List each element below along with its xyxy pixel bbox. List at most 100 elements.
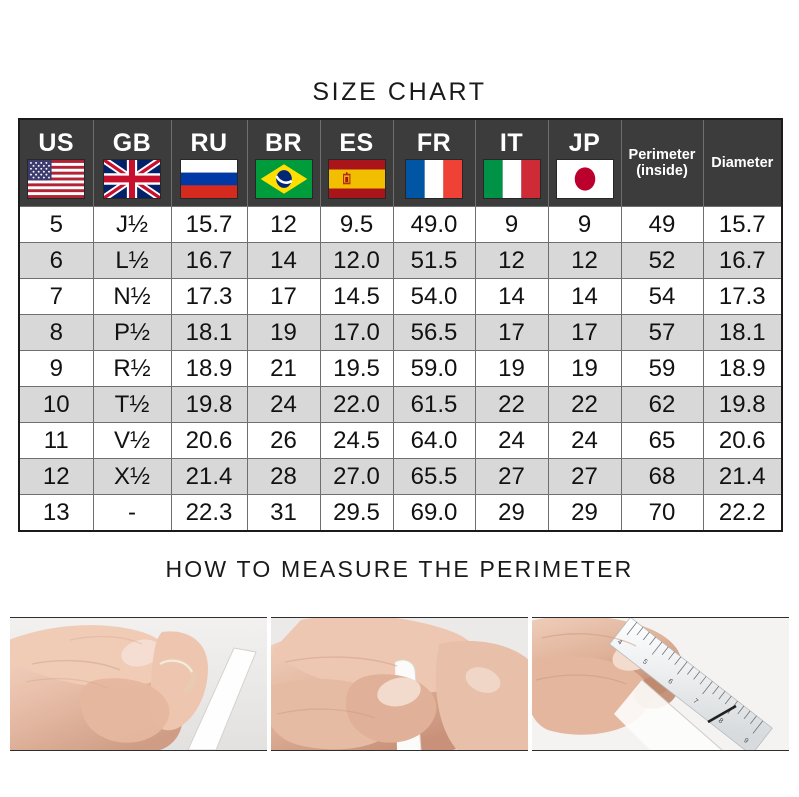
cell-br: 14: [246, 242, 321, 279]
cell-es: 27.0: [319, 458, 394, 495]
table-row: 5 J½ 15.7 12 9.5 49.0 9 9 49 15.7: [18, 206, 783, 243]
cell-fr: 54.0: [392, 278, 476, 315]
svg-text:5: 5: [641, 658, 648, 666]
column-code-ru: RU: [190, 129, 228, 157]
flag-es-icon: [327, 159, 386, 199]
cell-br: 21: [246, 350, 321, 387]
cell-it: 9: [474, 206, 549, 243]
table-header: US: [18, 118, 783, 207]
cell-diameter: 20.6: [702, 422, 783, 459]
column-code-it: IT: [499, 129, 524, 157]
howto-section-title: HOW TO MEASURE THE PERIMETER: [165, 556, 634, 582]
cell-es: 17.0: [319, 314, 394, 351]
cell-us: 11: [18, 422, 94, 459]
svg-text:6: 6: [666, 678, 673, 686]
cell-us: 7: [18, 278, 94, 315]
column-header-es: ES: [319, 118, 394, 207]
cell-it: 29: [474, 494, 549, 532]
photo-mark-overlap-point-on-strip: [271, 617, 528, 751]
svg-text:4: 4: [616, 639, 623, 647]
cell-it: 17: [474, 314, 549, 351]
cell-it: 24: [474, 422, 549, 459]
cell-ru: 20.6: [170, 422, 248, 459]
cell-diameter: 21.4: [702, 458, 783, 495]
column-label-diameter: Diameter: [711, 154, 774, 171]
cell-it: 27: [474, 458, 549, 495]
flag-us-icon: [27, 159, 86, 199]
cell-us: 12: [18, 458, 94, 495]
cell-diameter: 18.9: [702, 350, 783, 387]
cell-us: 9: [18, 350, 94, 387]
cell-fr: 49.0: [392, 206, 476, 243]
cell-gb: N½: [92, 278, 172, 315]
cell-it: 14: [474, 278, 549, 315]
cell-perimeter: 49: [620, 206, 704, 243]
cell-es: 12.0: [319, 242, 394, 279]
cell-es: 29.5: [319, 494, 394, 532]
cell-perimeter: 70: [620, 494, 704, 532]
cell-gb: -: [92, 494, 172, 532]
column-code-jp: JP: [568, 129, 601, 157]
cell-gb: P½: [92, 314, 172, 351]
cell-fr: 64.0: [392, 422, 476, 459]
cell-ru: 17.3: [170, 278, 248, 315]
table-row: 7 N½ 17.3 17 14.5 54.0 14 14 54 17.3: [18, 278, 783, 315]
cell-gb: V½: [92, 422, 172, 459]
cell-jp: 24: [547, 422, 622, 459]
cell-diameter: 18.1: [702, 314, 783, 351]
cell-jp: 9: [547, 206, 622, 243]
cell-es: 9.5: [319, 206, 394, 243]
cell-us: 10: [18, 386, 94, 423]
cell-br: 17: [246, 278, 321, 315]
table-header-row: US: [18, 118, 783, 207]
column-header-perimeter: Perimeter (inside): [620, 118, 704, 207]
photo-wrap-paper-strip-around-finger: [10, 617, 267, 751]
cell-br: 31: [246, 494, 321, 532]
flag-jp-icon: [555, 159, 614, 199]
cell-diameter: 16.7: [702, 242, 783, 279]
cell-gb: L½: [92, 242, 172, 279]
column-header-jp: JP: [547, 118, 622, 207]
cell-perimeter: 59: [620, 350, 704, 387]
photo-measure-strip-with-ruler: 4 5 6 7 8 9: [532, 617, 789, 751]
cell-jp: 14: [547, 278, 622, 315]
size-chart-table-wrapper: US: [18, 118, 783, 532]
cell-fr: 65.5: [392, 458, 476, 495]
table-row: 8 P½ 18.1 19 17.0 56.5 17 17 57 18.1: [18, 314, 783, 351]
column-header-fr: FR: [392, 118, 476, 207]
cell-ru: 15.7: [170, 206, 248, 243]
cell-perimeter: 62: [620, 386, 704, 423]
flag-ru-icon: [180, 159, 238, 199]
cell-jp: 17: [547, 314, 622, 351]
column-sublabel-perimeter-inside: (inside): [636, 163, 688, 179]
table-row: 12 X½ 21.4 28 27.0 65.5 27 27 68 21.4: [18, 458, 783, 495]
cell-diameter: 17.3: [702, 278, 783, 315]
cell-gb: X½: [92, 458, 172, 495]
cell-br: 19: [246, 314, 321, 351]
cell-ru: 21.4: [170, 458, 248, 495]
table-row: 11 V½ 20.6 26 24.5 64.0 24 24 65 20.6: [18, 422, 783, 459]
svg-text:7: 7: [692, 698, 699, 706]
cell-ru: 16.7: [170, 242, 248, 279]
column-header-diameter: Diameter: [702, 118, 783, 207]
table-row: 9 R½ 18.9 21 19.5 59.0 19 19 59 18.9: [18, 350, 783, 387]
cell-perimeter: 54: [620, 278, 704, 315]
cell-perimeter: 52: [620, 242, 704, 279]
cell-jp: 19: [547, 350, 622, 387]
column-header-gb: GB: [92, 118, 172, 207]
cell-us: 6: [18, 242, 94, 279]
cell-gb: J½: [92, 206, 172, 243]
cell-fr: 61.5: [392, 386, 476, 423]
column-header-br: BR: [246, 118, 321, 207]
cell-fr: 51.5: [392, 242, 476, 279]
cell-it: 22: [474, 386, 549, 423]
table-row: 6 L½ 16.7 14 12.0 51.5 12 12 52 16.7: [18, 242, 783, 279]
cell-diameter: 19.8: [702, 386, 783, 423]
cell-perimeter: 57: [620, 314, 704, 351]
table-body: 5 J½ 15.7 12 9.5 49.0 9 9 49 15.7 6 L½ 1…: [18, 206, 783, 532]
cell-us: 5: [18, 206, 94, 243]
cell-diameter: 15.7: [702, 206, 783, 243]
column-code-br: BR: [264, 129, 303, 157]
cell-br: 24: [246, 386, 321, 423]
cell-perimeter: 65: [620, 422, 704, 459]
